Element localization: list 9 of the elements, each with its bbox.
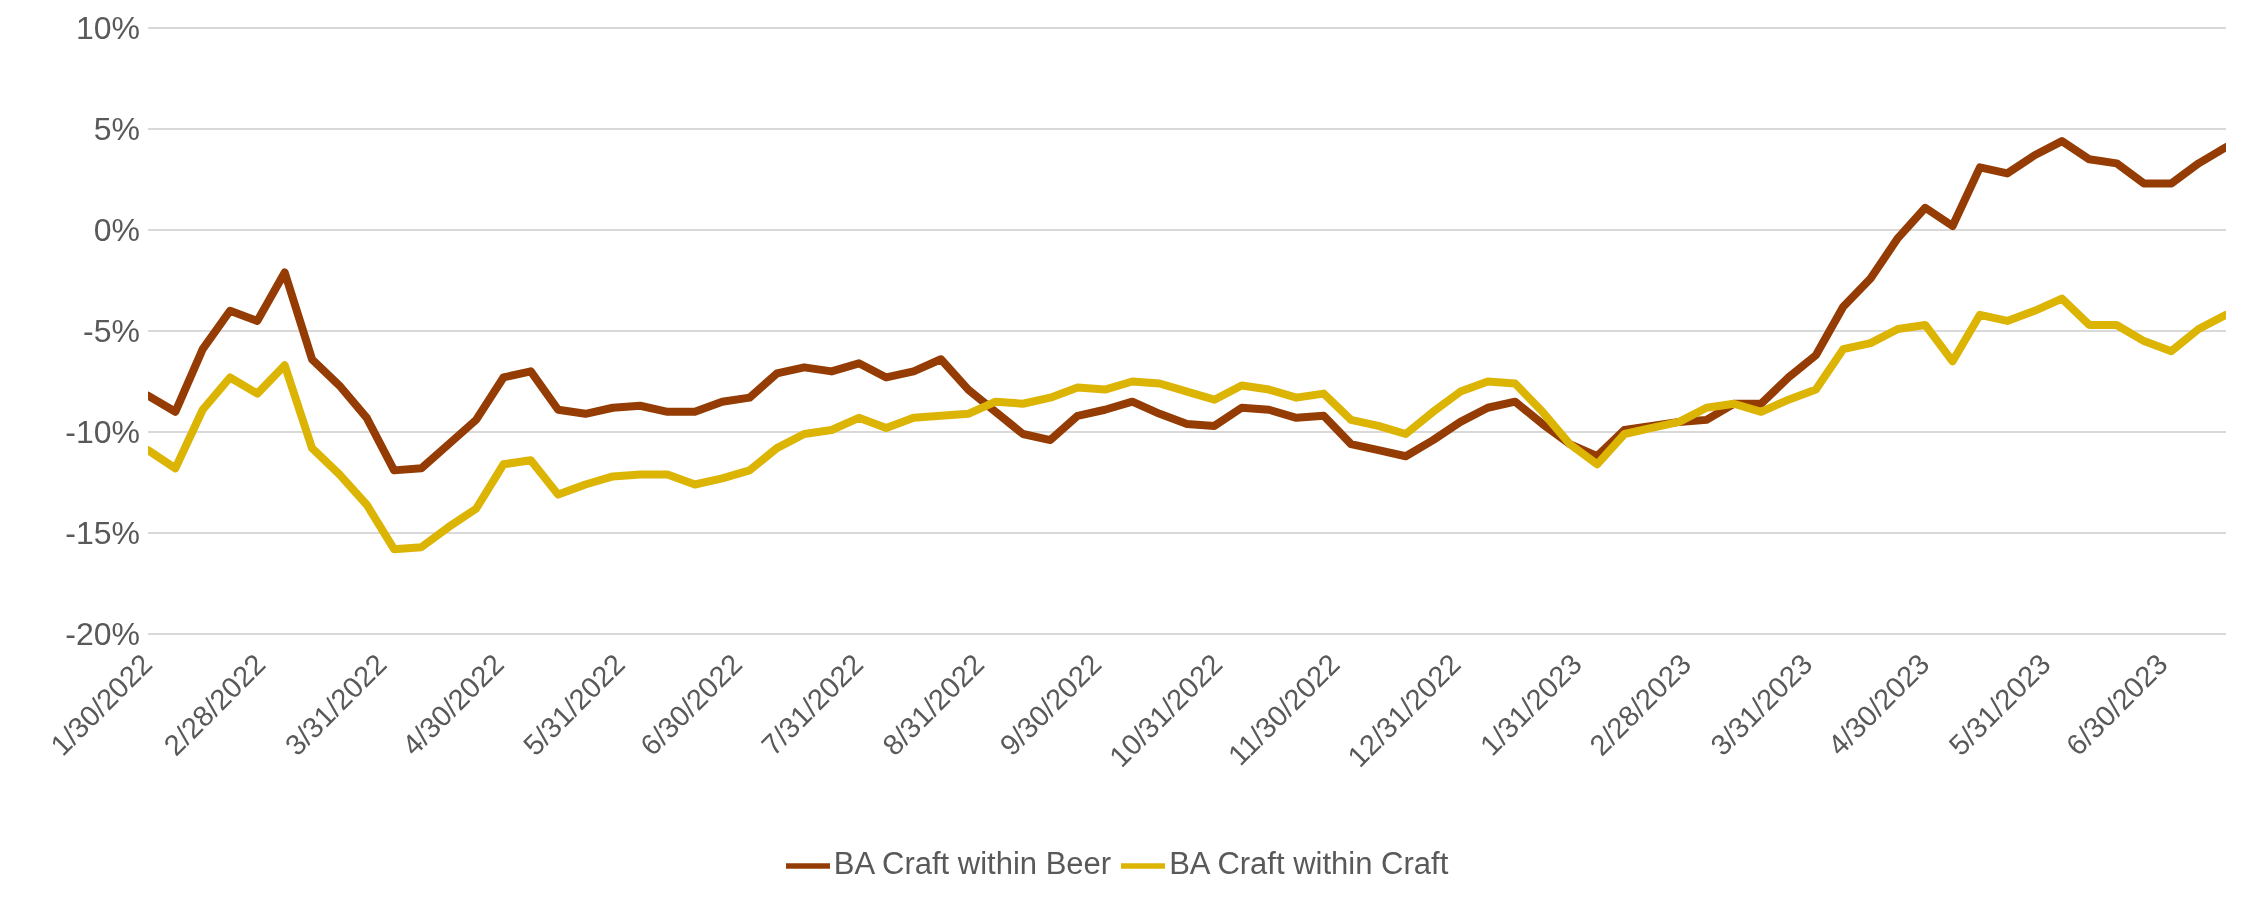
y-tick-label: -5% (83, 313, 140, 350)
y-tick-label: 5% (93, 111, 140, 148)
y-tick-label: -20% (65, 616, 140, 653)
y-tick-label: 0% (93, 212, 140, 249)
y-tick-label: -15% (65, 515, 140, 552)
y-tick-label: 10% (75, 10, 140, 47)
legend-label: BA Craft within Craft (1169, 846, 1449, 882)
y-tick-label: -10% (65, 414, 140, 451)
legend-label: BA Craft within Beer (833, 846, 1112, 882)
